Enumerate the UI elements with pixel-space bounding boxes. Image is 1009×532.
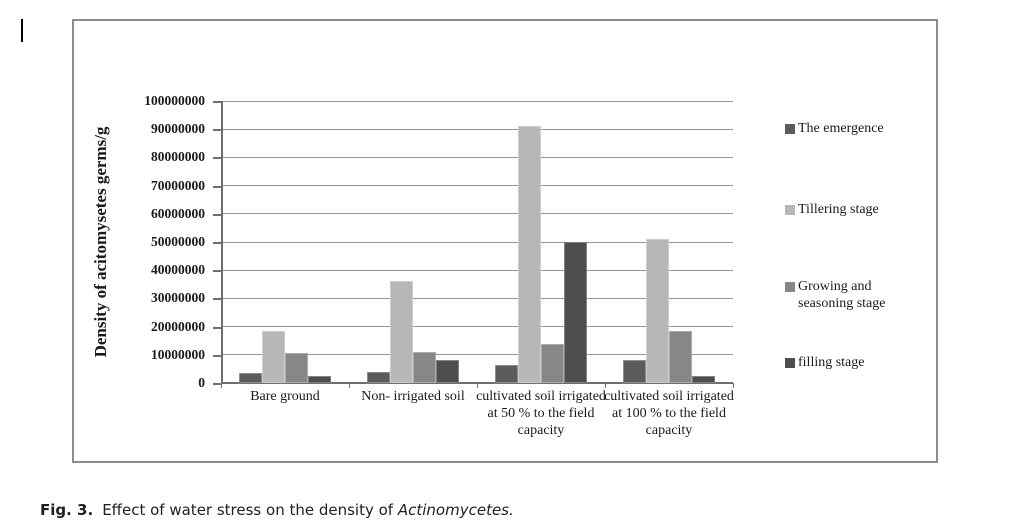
- y-tick-mark: [213, 298, 221, 301]
- y-tick-mark: [213, 157, 221, 160]
- chart-container: Density of acitomysetes germs/g 0 1000000…: [72, 19, 938, 463]
- text-cursor-mark: [21, 19, 23, 42]
- bar-group: [477, 101, 605, 383]
- x-axis-tick-mark: [732, 383, 734, 388]
- caption-species-name: Actinomycetes.: [397, 501, 514, 519]
- bar: [308, 375, 331, 383]
- bar: [262, 330, 285, 383]
- y-tick-label: 60000000: [151, 205, 205, 221]
- bar: [495, 364, 518, 383]
- x-category-label: Bare ground: [250, 389, 320, 404]
- x-axis-tick-mark: [476, 383, 478, 388]
- y-tick-label: 100000000: [144, 93, 205, 108]
- y-tick-label: 30000000: [151, 290, 205, 306]
- legend-item: Tillering stage: [785, 201, 935, 218]
- gridline: [221, 128, 733, 130]
- y-tick-mark: [213, 383, 221, 385]
- gridline: [221, 354, 733, 356]
- bar: [239, 373, 262, 383]
- caption-text: Effect of water stress on the density of: [102, 501, 398, 519]
- x-category-label: cultivated soil irrigated at 100 % to th…: [604, 389, 734, 438]
- bar: [541, 343, 564, 383]
- y-tick-label: 40000000: [151, 262, 205, 278]
- bar: [413, 351, 436, 383]
- y-tick-mark: [213, 326, 221, 329]
- bar: [367, 371, 390, 383]
- y-tick-label: 80000000: [151, 149, 205, 165]
- bar: [390, 281, 413, 383]
- y-tick-mark: [213, 242, 221, 244]
- legend-swatch: [785, 124, 795, 134]
- legend-swatch: [785, 205, 795, 215]
- y-tick-label: 50000000: [151, 234, 205, 249]
- bar: [646, 239, 669, 383]
- gridline: [221, 185, 733, 187]
- bar-group: [221, 101, 349, 383]
- gridline: [221, 213, 733, 215]
- bar: [692, 375, 715, 383]
- y-tick-mark: [213, 213, 221, 216]
- x-category-label: Non- irrigated soil: [361, 389, 465, 404]
- y-tick-label: 90000000: [151, 121, 205, 137]
- bar: [669, 330, 692, 383]
- gridline: [221, 326, 733, 328]
- y-tick-mark: [213, 129, 221, 132]
- y-tick-mark: [213, 101, 221, 103]
- legend-label: Growing and seasoning stage: [798, 279, 886, 311]
- gridline: [221, 241, 733, 243]
- y-axis-line: [221, 101, 223, 384]
- y-tick-label: 20000000: [151, 318, 205, 334]
- x-axis-tick-mark: [348, 383, 350, 388]
- plot-area: [220, 100, 734, 388]
- legend-item: Growing and seasoning stage: [785, 278, 935, 312]
- bar: [518, 126, 541, 383]
- y-tick-label: 0: [198, 375, 205, 390]
- legend-label: The emergence: [798, 121, 884, 136]
- bar: [436, 360, 459, 383]
- bar: [623, 360, 646, 383]
- bar-group: [605, 101, 733, 383]
- legend-item: filling stage: [785, 354, 935, 371]
- legend-label: Tillering stage: [798, 202, 879, 217]
- x-axis-tick-mark: [604, 383, 606, 388]
- figure-label: Fig. 3.: [40, 501, 94, 519]
- legend-swatch: [785, 282, 795, 292]
- x-axis-tick-mark: [220, 383, 222, 388]
- y-tick-label: 70000000: [151, 177, 205, 193]
- bar: [564, 242, 587, 383]
- bar-group: [349, 101, 477, 383]
- y-tick-mark: [213, 185, 221, 188]
- y-tick-mark: [213, 270, 221, 273]
- y-tick-mark: [213, 354, 221, 357]
- y-tick-label: 10000000: [151, 346, 205, 362]
- figure-caption: Fig. 3. Effect of water stress on the den…: [40, 501, 514, 519]
- x-category-label: cultivated soil irrigated at 50 % to the…: [476, 389, 606, 438]
- legend-item: The emergence: [785, 120, 935, 137]
- gridline: [221, 269, 733, 271]
- bar: [285, 353, 308, 383]
- gridline: [221, 100, 733, 102]
- legend-label: filling stage: [798, 355, 865, 370]
- gridline: [221, 156, 733, 158]
- gridline: [221, 297, 733, 299]
- legend-swatch: [785, 358, 795, 368]
